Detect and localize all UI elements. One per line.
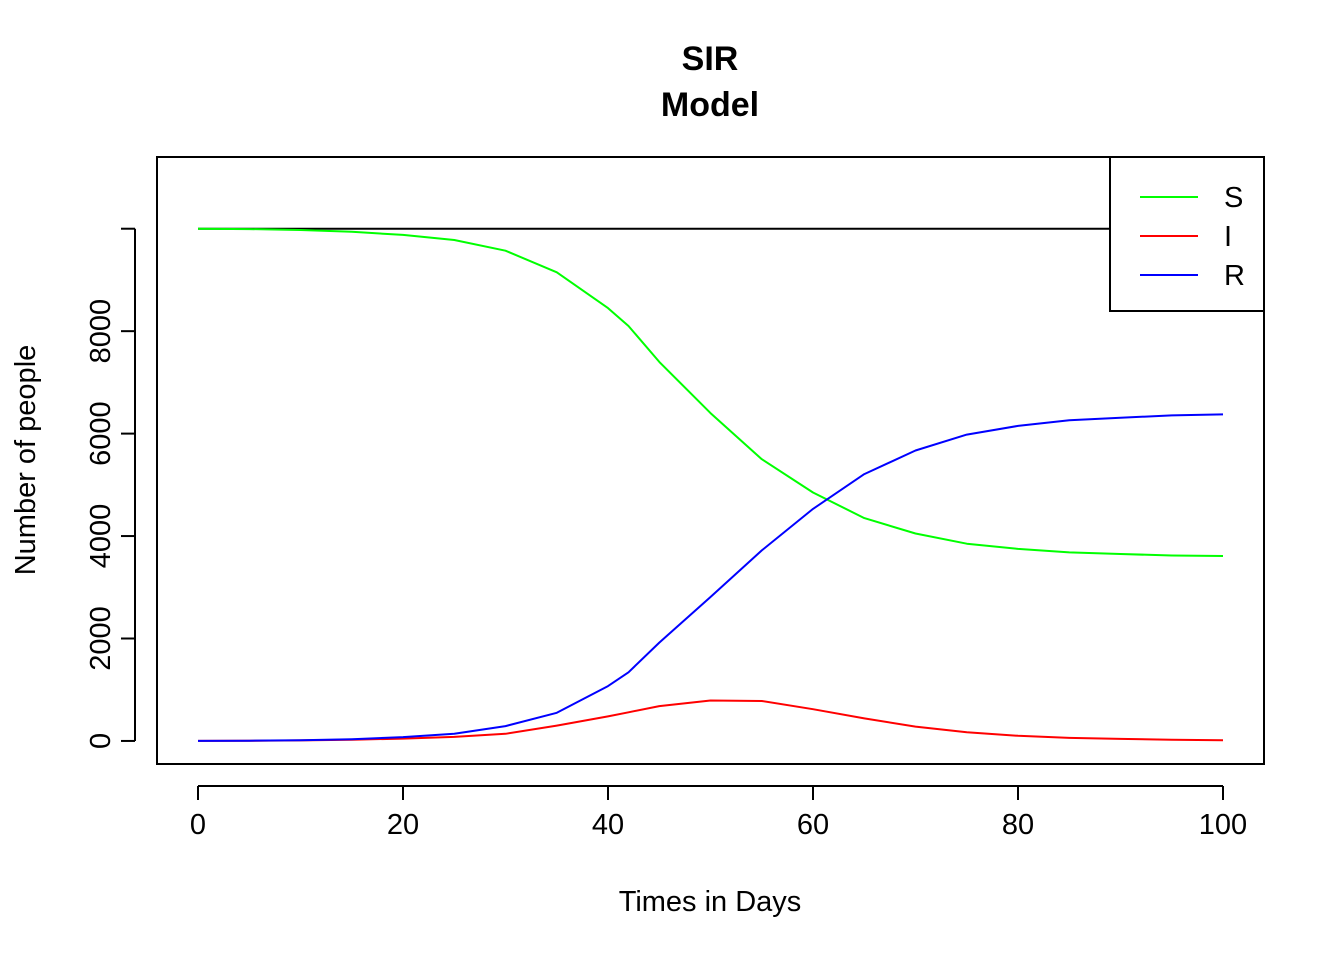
legend-label-i: I <box>1224 221 1232 253</box>
series-line-r <box>197 413 1224 742</box>
plot-area-frame <box>156 156 1265 765</box>
x-tick-label: 0 <box>190 809 206 841</box>
chart-title-line-1: SIR <box>682 40 739 78</box>
x-axis: 0 20 40 60 80 100 <box>190 785 1247 841</box>
y-tick-label: 2000 <box>85 606 117 671</box>
y-tick-label: 6000 <box>85 401 117 466</box>
y-tick-label: 4000 <box>85 504 117 569</box>
x-tick-label: 20 <box>387 809 419 841</box>
legend-label-r: R <box>1224 260 1245 292</box>
y-axis-label: Number of people <box>10 345 42 576</box>
chart-title-line-2: Model <box>661 86 759 124</box>
x-axis-label: Times in Days <box>619 886 802 918</box>
y-tick-label: 8000 <box>85 299 117 364</box>
y-tick-label: 0 <box>85 733 117 749</box>
legend-box <box>1109 156 1265 312</box>
legend-label-s: S <box>1224 182 1243 214</box>
series-group <box>197 227 1224 742</box>
series-line-s <box>197 227 1224 557</box>
y-axis: 0 2000 4000 6000 8000 <box>85 227 136 749</box>
x-tick-label: 100 <box>1199 809 1247 841</box>
x-tick-label: 80 <box>1002 809 1034 841</box>
legend: SIR <box>1109 156 1265 312</box>
x-tick-label: 60 <box>797 809 829 841</box>
series-line-i <box>197 699 1224 742</box>
x-tick-label: 40 <box>592 809 624 841</box>
